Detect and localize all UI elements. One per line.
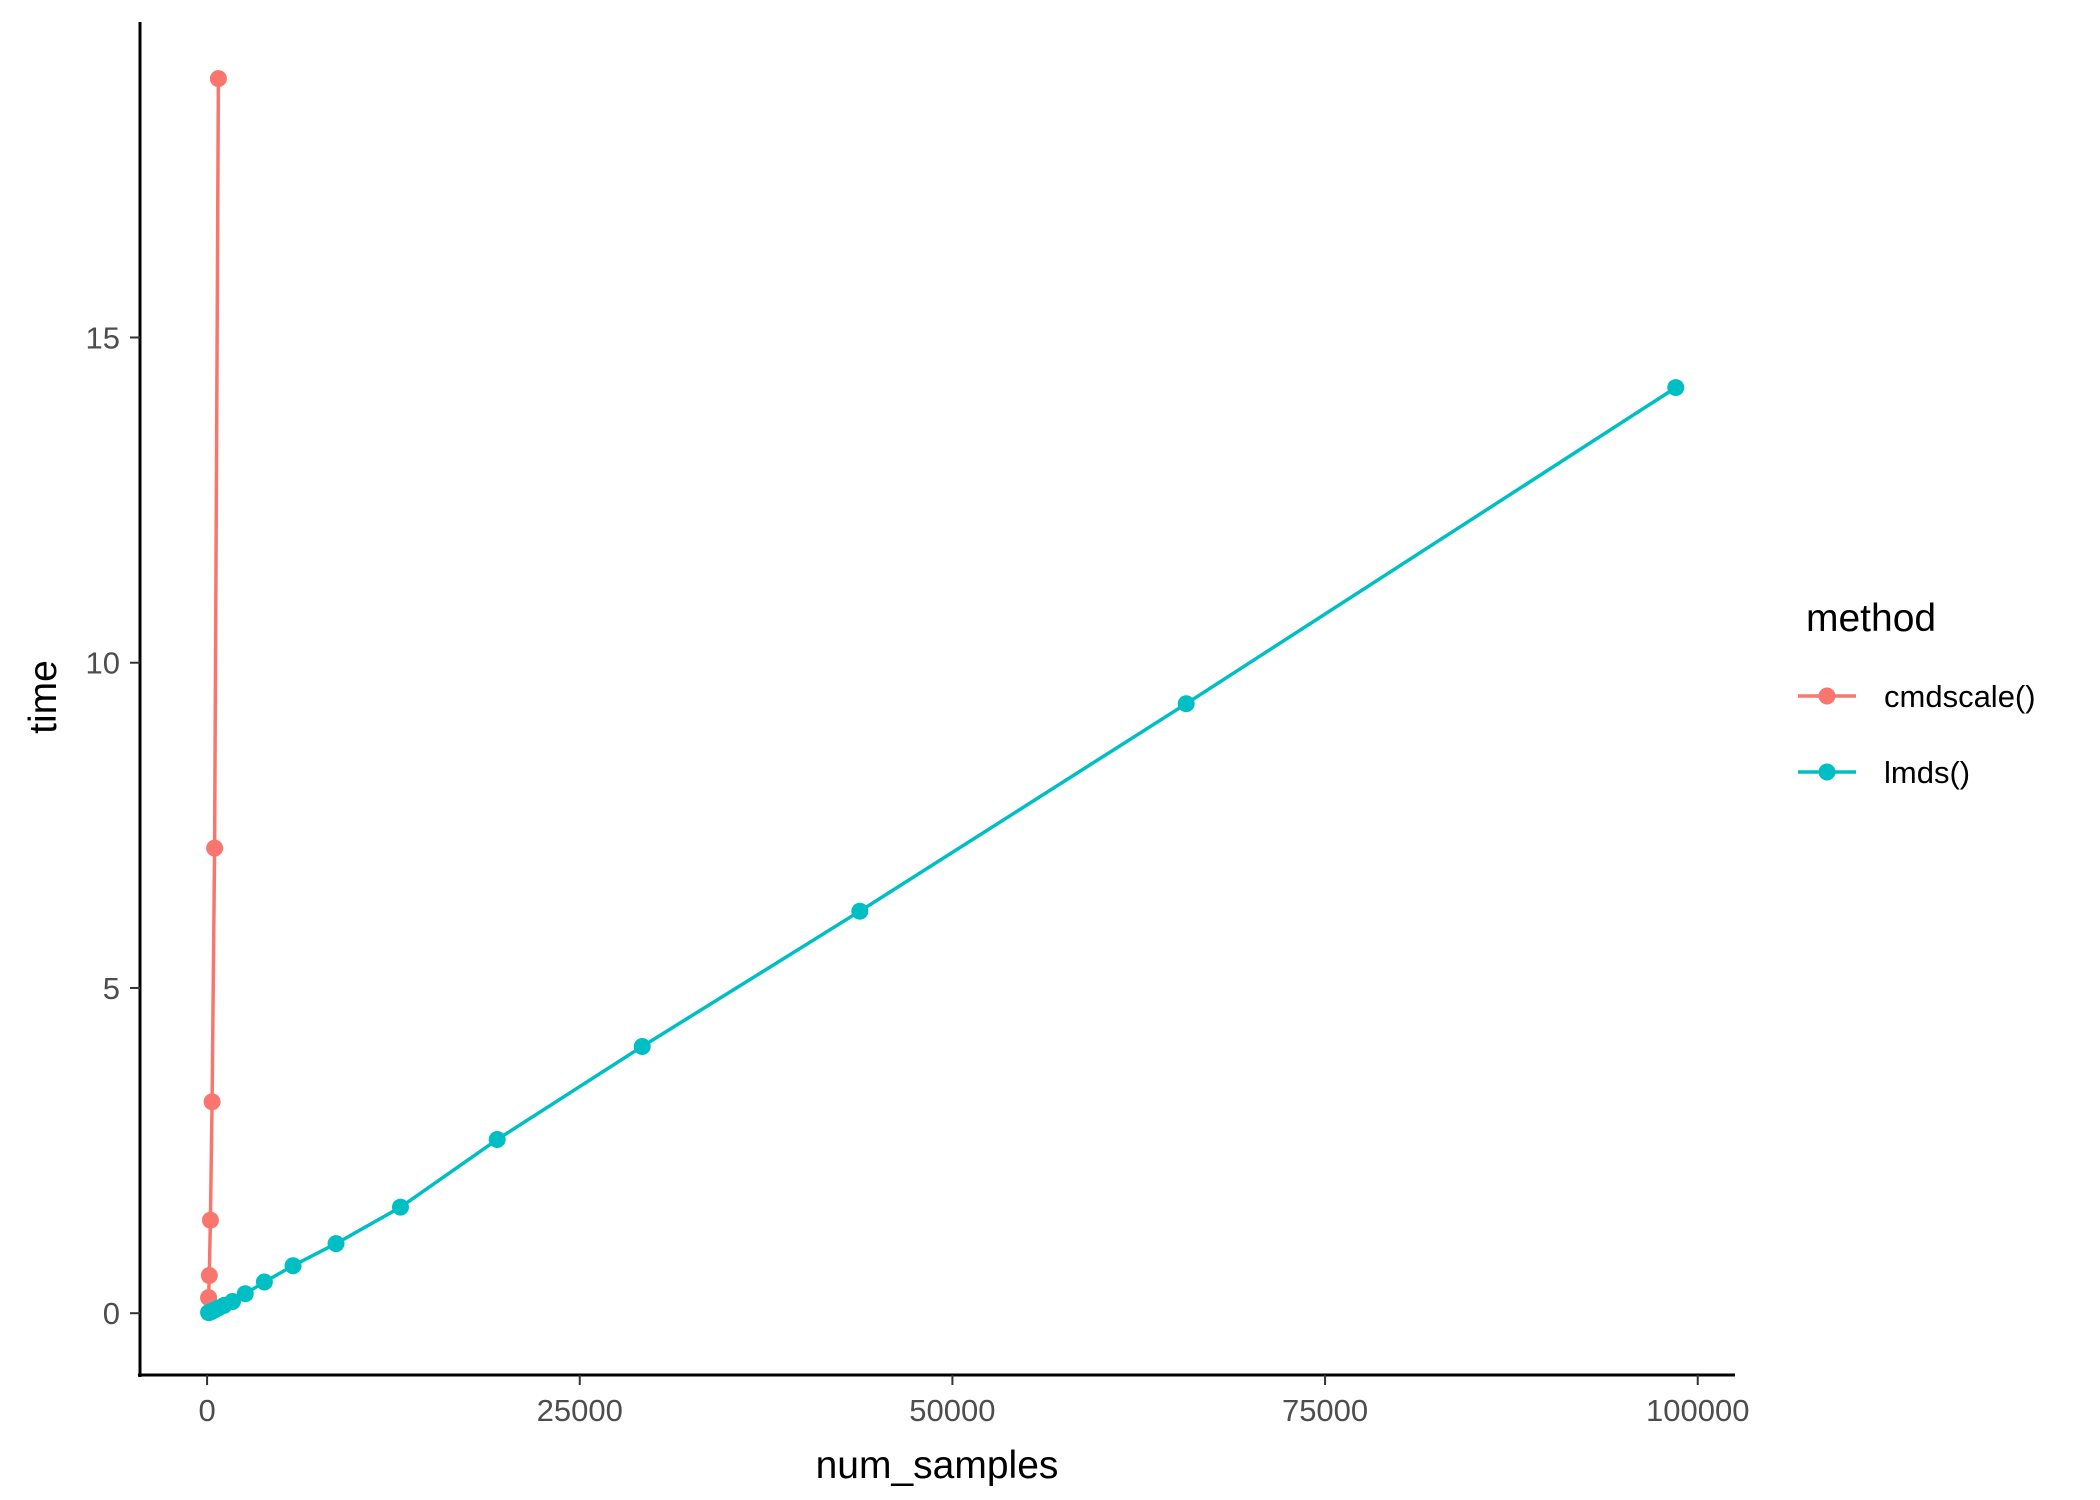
x-tick-label: 0: [198, 1393, 215, 1428]
data-point: [1177, 695, 1195, 713]
series-layer: [200, 70, 1685, 1322]
data-point: [284, 1257, 302, 1275]
data-point: [206, 839, 224, 857]
legend-key-point: [1818, 687, 1836, 705]
data-point: [633, 1038, 651, 1056]
series-line: [206, 78, 221, 1298]
data-point: [391, 1198, 409, 1216]
legend-label: lmds(): [1884, 755, 1970, 790]
y-tick-label: 5: [103, 971, 120, 1006]
axes-layer: [138, 22, 1735, 1377]
x-tick-label: 50000: [909, 1393, 995, 1428]
data-point: [224, 1292, 242, 1310]
y-tick-label: 10: [86, 646, 120, 681]
series-cmdscale: [200, 70, 227, 1307]
data-point: [201, 1211, 219, 1229]
legend-key-point: [1818, 763, 1836, 781]
data-point: [1667, 379, 1685, 397]
legend-label: cmdscale(): [1884, 679, 2036, 714]
data-point: [203, 1093, 221, 1111]
data-point: [200, 1266, 218, 1284]
y-tick-label: 0: [103, 1296, 120, 1331]
data-point: [851, 902, 869, 920]
x-axis-title: num_samples: [816, 1444, 1059, 1487]
legend-key: [1798, 763, 1856, 781]
data-point: [488, 1131, 506, 1149]
legend-title: method: [1806, 597, 1936, 640]
legend: method cmdscale() lmds(): [1798, 597, 2036, 790]
y-axis-title: time: [22, 660, 65, 734]
ticks-layer: 0 25000 50000 75000 100000 0 5 10 15: [86, 320, 1750, 1428]
series-lmds: [200, 379, 1685, 1322]
legend-key: [1798, 687, 1856, 705]
x-tick-label: 75000: [1282, 1393, 1368, 1428]
data-point: [236, 1285, 254, 1303]
x-tick-label: 100000: [1646, 1393, 1749, 1428]
y-tick-label: 15: [86, 320, 120, 355]
series-line: [207, 386, 1677, 1315]
x-tick-label: 25000: [537, 1393, 623, 1428]
data-point: [255, 1273, 273, 1291]
data-point: [209, 70, 227, 88]
data-point: [327, 1235, 345, 1253]
